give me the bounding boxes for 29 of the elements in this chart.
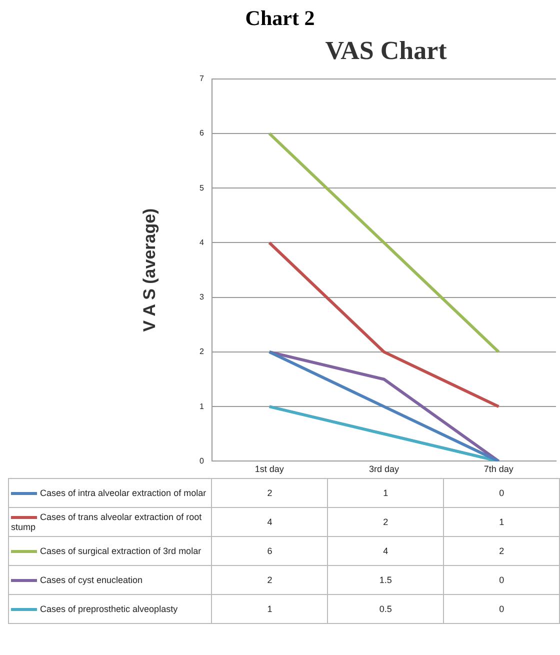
caption: Chart 2: [244, 6, 316, 31]
y-tick-label: 7: [200, 74, 205, 84]
chart-title: VAS Chart: [324, 36, 448, 66]
y-tick-label: 0: [200, 456, 205, 466]
x-tick-label: 7th day: [484, 464, 514, 474]
data-label: 0: [444, 566, 560, 594]
legend-label: Cases of intra alveolar extraction of molar: [40, 488, 206, 498]
data-label: 4: [328, 536, 444, 566]
y-axis-title: V A S (average): [140, 208, 159, 332]
legend-label: Cases of surgical extraction of 3rd molar: [40, 546, 202, 556]
y-tick-label: 2: [200, 347, 205, 356]
y-tick-label: 1: [200, 402, 205, 411]
x-tick-label: 1st day: [254, 464, 284, 474]
data-label: 1: [328, 478, 444, 508]
data-label: 0.5: [328, 594, 444, 624]
y-tick-label: 6: [200, 128, 205, 138]
x-tick-label: 3rd day: [368, 464, 400, 474]
data-label: 1.5: [328, 566, 444, 594]
data-label: 1: [444, 508, 560, 536]
y-tick-label: 3: [200, 292, 205, 302]
y-tick-label: 5: [200, 183, 205, 192]
data-label: 2: [328, 508, 444, 536]
legend-label: Cases of preprosthetic alveoplasty: [40, 604, 178, 614]
data-label: 0: [444, 594, 560, 624]
data-label: 0: [444, 478, 560, 508]
legend-label: Cases of trans alveolar extraction of root stump: [11, 512, 202, 532]
data-label: 2: [444, 536, 560, 566]
y-tick-label: 4: [200, 238, 205, 247]
legend-label: Cases of cyst enucleation: [40, 575, 143, 585]
